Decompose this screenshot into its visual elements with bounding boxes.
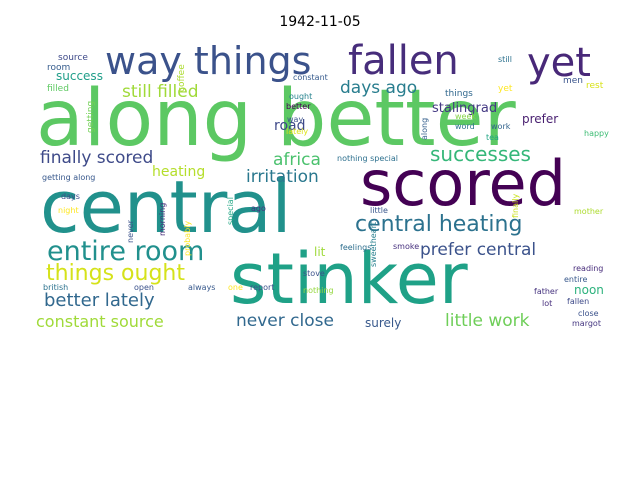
cloud-word-never: never	[126, 219, 135, 243]
cloud-word-africa: africa	[273, 150, 321, 170]
cloud-word-probably: probably	[183, 221, 192, 256]
cloud-word-central-heating: central heating	[355, 212, 522, 237]
cloud-word-one: one	[228, 283, 243, 292]
cloud-word-lit: lit	[314, 245, 326, 259]
cloud-word-stove: stove	[303, 269, 325, 278]
cloud-word-open: open	[134, 283, 154, 292]
cloud-word-better-lately: better lately	[44, 290, 155, 311]
cloud-word-night: night	[58, 206, 79, 215]
cloud-word-entire-room: entire room	[47, 236, 204, 267]
cloud-word-week: week	[455, 112, 476, 121]
cloud-word-room: room	[47, 63, 70, 73]
cloud-word-nothing-special: nothing special	[337, 154, 398, 163]
cloud-word-work: work	[491, 122, 511, 131]
cloud-word-way-things: way things	[105, 39, 311, 83]
cloud-word-along-better: along better	[36, 74, 517, 164]
cloud-word-reading: reading	[573, 264, 603, 273]
cloud-word-little: little	[370, 206, 388, 215]
cloud-word-always: always	[188, 283, 215, 292]
cloud-word-successes: successes	[430, 142, 531, 166]
cloud-word-scored: scored	[360, 147, 566, 220]
cloud-word-father: father	[534, 287, 559, 296]
cloud-word-stalingrad: stalingrad	[432, 101, 497, 116]
cloud-word-fallen: fallen	[348, 38, 459, 84]
cloud-word-feelings: feelings	[340, 243, 371, 252]
cloud-word-smoke: smoke	[393, 242, 419, 251]
cloud-word-getting-along: getting along	[42, 173, 95, 182]
cloud-word-special: special	[226, 197, 235, 225]
cloud-word-still-filled: still filled	[122, 82, 199, 102]
cloud-word-still: still	[498, 55, 512, 64]
cloud-word-lately: lately	[286, 127, 308, 136]
cloud-word-nothing: nothing	[303, 286, 334, 295]
cloud-word-stinker: stinker	[230, 238, 468, 320]
cloud-word-filled: filled	[47, 84, 69, 94]
cloud-word-yet: yet	[527, 40, 591, 86]
cloud-word-never-close: never close	[236, 311, 334, 331]
cloud-word-finally: finally	[511, 194, 520, 218]
cloud-word-british: british	[43, 283, 68, 292]
cloud-word-morning: morning	[158, 203, 167, 236]
cloud-word-mother: mother	[574, 207, 604, 216]
cloud-word-entire: entire	[564, 275, 587, 284]
cloud-word-getting: getting	[86, 101, 96, 133]
cloud-word-heating: heating	[152, 164, 205, 180]
cloud-word-men: men	[563, 76, 583, 86]
cloud-word-word: word	[455, 122, 475, 131]
cloud-word-margot: margot	[572, 319, 601, 328]
cloud-word-rest: rest	[586, 81, 604, 91]
cloud-word-things: things	[445, 89, 473, 99]
cloud-word-close: close	[578, 309, 599, 318]
cloud-word-along: along	[420, 118, 429, 140]
cloud-word-tea: tea	[486, 133, 499, 142]
cloud-word-sweetheart: sweetheart	[369, 222, 378, 267]
cloud-word-prefer-central: prefer central	[420, 240, 536, 260]
cloud-word-better: better	[286, 102, 311, 111]
cloud-word-success: success	[56, 69, 103, 83]
cloud-word-noon: noon	[574, 283, 604, 297]
cloud-word-constant-source: constant source	[36, 312, 164, 331]
cloud-word-coffee: coffee	[177, 64, 187, 92]
cloud-word-central: central	[40, 165, 291, 249]
cloud-word-prefer: prefer	[522, 112, 558, 126]
cloud-word-constant: constant	[293, 73, 328, 82]
cloud-word-source: source	[58, 53, 88, 63]
chart-title: 1942-11-05	[279, 14, 361, 30]
cloud-word-surely: surely	[365, 316, 401, 330]
cloud-word-ought: ought	[289, 92, 312, 101]
cloud-word-fallen: fallen	[567, 297, 589, 306]
cloud-word-days-ago: days ago	[340, 78, 417, 98]
cloud-word-little-work: little work	[445, 311, 530, 331]
cloud-word-ago: ago	[251, 204, 266, 213]
cloud-word-yet: yet	[498, 84, 513, 94]
cloud-word-way: way	[287, 115, 303, 124]
cloud-word-things-ought: things ought	[46, 261, 185, 286]
cloud-word-lot: lot	[542, 299, 552, 308]
cloud-word-report: report	[250, 283, 274, 292]
cloud-word-finally-scored: finally scored	[40, 148, 153, 168]
cloud-word-happy: happy	[584, 129, 609, 138]
cloud-word-road: road	[274, 118, 305, 134]
cloud-word-irritation: irritation	[246, 167, 319, 187]
cloud-word-days: days	[61, 192, 80, 201]
